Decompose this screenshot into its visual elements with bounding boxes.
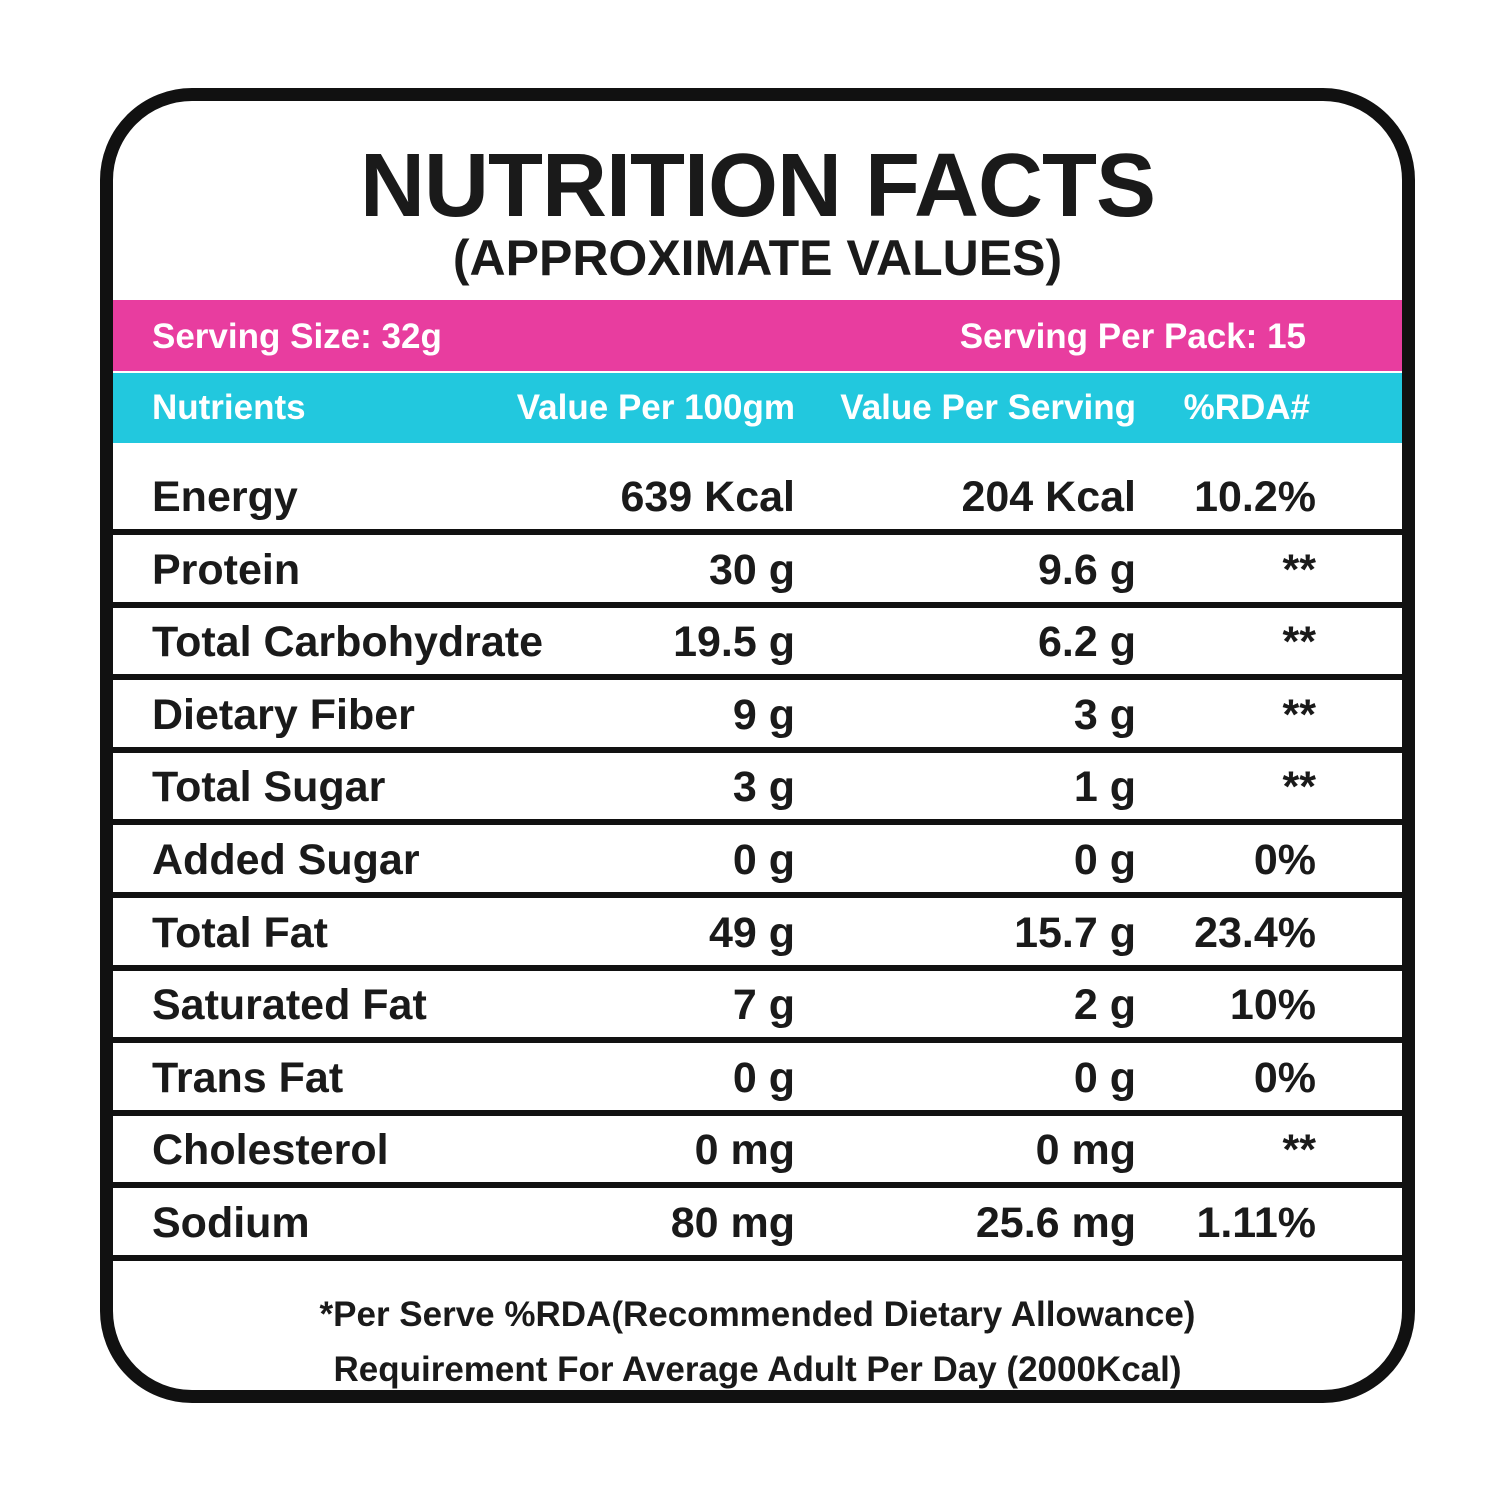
nutrient-value: 0% — [1253, 1053, 1316, 1102]
label-frame: NUTRITION FACTS (APPROXIMATE VALUES) Ser… — [100, 88, 1415, 1403]
nutrient-name: Saturated Fat — [152, 981, 427, 1030]
row-divider — [113, 1037, 1402, 1044]
nutrient-value: 0% — [1253, 836, 1316, 884]
nutrient-name: Total Sugar — [152, 763, 386, 812]
row-divider — [113, 1255, 1402, 1261]
nutrient-name: Total Fat — [152, 908, 328, 957]
nutrient-value: 0 mg — [1035, 1126, 1136, 1175]
nutrient-name: Trans Fat — [152, 1053, 344, 1102]
nutrient-value: 1 g — [1073, 763, 1136, 812]
nutrient-value: 25.6 mg — [975, 1199, 1136, 1247]
column-header: %RDA# — [1183, 388, 1310, 427]
nutrient-value: 9 g — [732, 690, 795, 739]
nutrient-value: 19.5 g — [673, 618, 795, 667]
nutrient-name: Cholesterol — [152, 1126, 389, 1175]
serving-band — [113, 300, 1402, 371]
nutrient-name: Total Carbohydrate — [152, 618, 544, 667]
row-divider — [113, 1109, 1402, 1116]
row-divider — [113, 892, 1402, 898]
nutrient-value: ** — [1282, 690, 1316, 739]
nutrient-value: 0 g — [1073, 836, 1136, 884]
nutrient-value: 0 g — [732, 836, 795, 884]
nutrient-name: Energy — [152, 473, 298, 521]
nutrient-value: 0 mg — [694, 1126, 795, 1175]
footnote: Requirement For Average Adult Per Day (2… — [333, 1350, 1182, 1389]
footnote: *Per Serve %RDA(Recommended Dietary Allo… — [319, 1295, 1196, 1334]
row-divider — [113, 964, 1402, 971]
nutrient-value: 0 g — [1073, 1053, 1136, 1102]
nutrient-name: Sodium — [152, 1199, 310, 1247]
row-divider — [113, 674, 1402, 681]
nutrient-value: 3 g — [1073, 690, 1136, 739]
row-divider — [113, 601, 1402, 608]
nutrient-value: ** — [1282, 763, 1316, 812]
nutrient-value: 6.2 g — [1038, 618, 1136, 667]
subtitle: (APPROXIMATE VALUES) — [452, 230, 1063, 286]
serving-per-pack: Serving Per Pack: 15 — [959, 317, 1306, 356]
nutrient-value: ** — [1282, 545, 1316, 594]
nutrient-value: 1.11% — [1196, 1199, 1316, 1247]
serving-size: Serving Size: 32g — [152, 317, 442, 356]
nutrient-value: 23.4% — [1194, 908, 1316, 957]
nutrient-name: Added Sugar — [152, 836, 420, 884]
nutrient-value: ** — [1282, 1126, 1316, 1175]
nutrient-value: 0 g — [732, 1053, 795, 1102]
column-header: Value Per Serving — [840, 388, 1136, 427]
nutrient-value: 15.7 g — [1014, 908, 1136, 957]
row-divider — [113, 819, 1402, 826]
nutrient-value: 10.2% — [1194, 473, 1316, 521]
nutrient-value: 49 g — [708, 908, 795, 957]
nutrient-value: 10% — [1229, 981, 1316, 1030]
nutrient-name: Dietary Fiber — [152, 690, 415, 739]
row-divider — [113, 1182, 1402, 1189]
title: NUTRITION FACTS — [360, 136, 1156, 236]
header-band — [113, 373, 1402, 443]
nutrient-value: 3 g — [732, 763, 795, 812]
column-header: Nutrients — [152, 388, 306, 427]
nutrient-value: 80 mg — [670, 1199, 795, 1247]
nutrient-value: ** — [1282, 618, 1316, 667]
nutrient-value: 204 Kcal — [961, 473, 1136, 521]
nutrient-value: 639 Kcal — [620, 473, 795, 521]
nutrient-value: 7 g — [732, 981, 795, 1030]
nutrient-value: 9.6 g — [1038, 545, 1136, 594]
row-divider — [113, 529, 1402, 535]
nutrient-name: Protein — [152, 545, 301, 594]
nutrient-value: 30 g — [708, 545, 795, 594]
column-header: Value Per 100gm — [516, 388, 795, 427]
nutrient-value: 2 g — [1073, 981, 1136, 1030]
row-divider — [113, 746, 1402, 753]
